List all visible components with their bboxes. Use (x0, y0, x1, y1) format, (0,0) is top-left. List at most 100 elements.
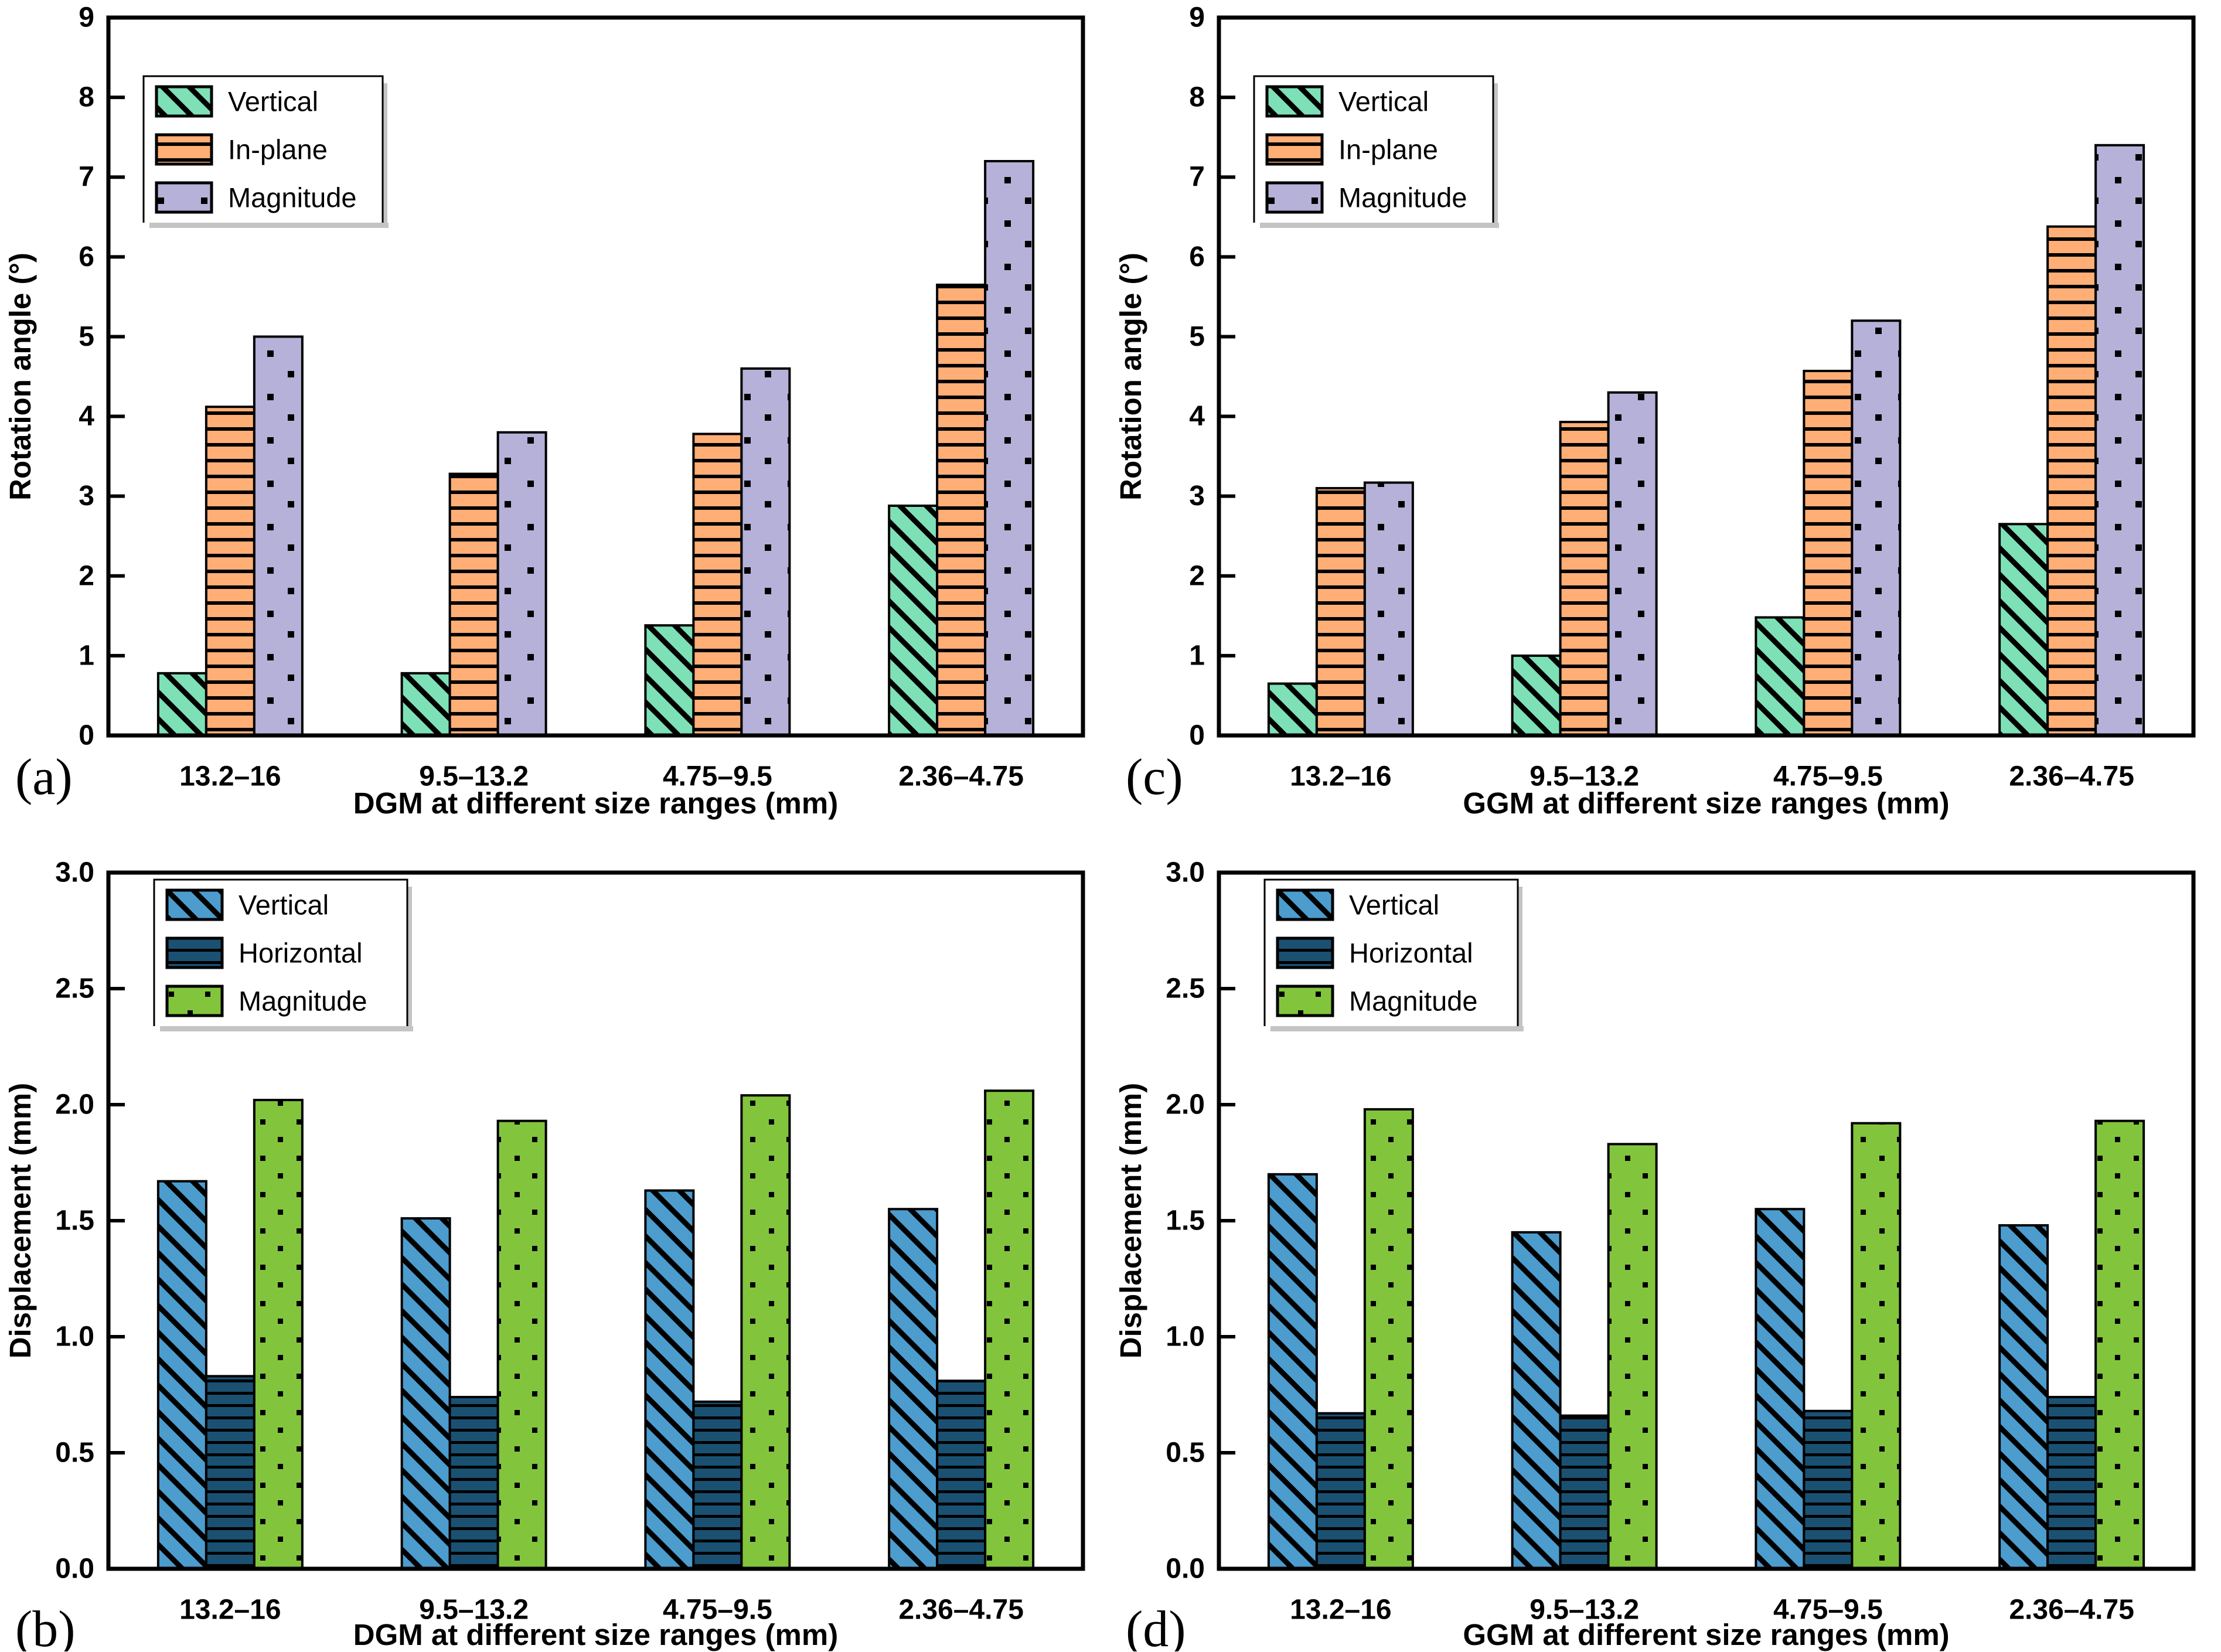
bar-magnitude-3 (984, 160, 1035, 737)
y-tick-label: 2 (79, 560, 94, 591)
x-tick-label: 2.36–4.75 (2009, 761, 2134, 792)
y-axis-title: Rotation angle (°) (4, 253, 37, 500)
bar-in-plane-1 (448, 472, 499, 737)
legend-swatch-magnitude (1276, 985, 1334, 1017)
bar-magnitude-0 (1363, 481, 1414, 737)
legend-swatch-magnitude (1265, 181, 1324, 214)
bar-vertical-0 (1267, 1173, 1318, 1570)
legend-shadow-bottom (1270, 1026, 1524, 1031)
legend-label-vertical: Vertical (1349, 890, 1439, 921)
y-tick-label: 1.0 (55, 1321, 94, 1353)
bar-magnitude-2 (740, 367, 791, 737)
bar-magnitude-0 (253, 1099, 304, 1570)
y-tick-label: 2.0 (1166, 1089, 1205, 1120)
panel-a: 0 1 2 3 4 5 6 7 8 9 13.2–16 9.5–13.2 4.75–9.5 2.36–4.… (0, 0, 1110, 826)
y-tick-label: 0.0 (1166, 1554, 1205, 1585)
y-tick-label: 0.0 (55, 1554, 94, 1585)
y-tick-label: 3.0 (55, 857, 94, 888)
chart-rotation-dgm: 0 1 2 3 4 5 6 7 8 9 13.2–16 9.5–13.2 4.75–9.5 2.36–4.… (0, 0, 1110, 826)
plot-border (106, 15, 1085, 738)
bar-magnitude-1 (1607, 391, 1658, 737)
y-tick-label: 1.0 (1166, 1321, 1205, 1353)
y-axis-title: Rotation angle (°) (1114, 253, 1147, 500)
x-tick-label: 9.5–13.2 (1530, 1595, 1639, 1626)
chart-rotation-ggm: 0 1 2 3 4 5 6 7 8 9 13.2–16 9.5–13.2 4.75–9.5 2.36–4.… (1110, 0, 2221, 826)
y-tick-label: 7 (79, 162, 94, 193)
legend-label-vertical: Vertical (228, 86, 318, 117)
bar-vertical-0 (156, 672, 207, 737)
bar-horizontal-1 (448, 1395, 499, 1571)
bar-vertical-3 (888, 505, 939, 737)
bar-in-plane-2 (692, 432, 743, 737)
y-tick-label: 2 (1189, 560, 1205, 591)
legend-swatch-horizontal (1276, 936, 1334, 969)
bar-magnitude-2 (740, 1094, 791, 1571)
y-tick-label: 0.5 (55, 1438, 94, 1469)
y-tick-label: 9 (1189, 2, 1205, 33)
bar-horizontal-3 (2046, 1395, 2097, 1571)
bar-vertical-1 (400, 672, 451, 737)
bar-magnitude-3 (2094, 144, 2145, 737)
y-tick-label: 4 (79, 401, 94, 432)
legend-label-magnitude: Magnitude (228, 182, 357, 213)
plot-border (106, 870, 1085, 1571)
bar-magnitude-0 (253, 335, 304, 737)
bar-horizontal-2 (1803, 1409, 1854, 1570)
x-axis-title: DGM at different size ranges (mm) (353, 786, 838, 820)
y-tick-label: 3.0 (1166, 857, 1205, 888)
panel-b: 0.0 0.5 1.0 1.5 2.0 2.5 3.0 13.2–16 9.5–13.2 4.75… (0, 826, 1110, 1651)
bar-vertical-1 (1511, 654, 1562, 737)
bar-magnitude-3 (2094, 1119, 2145, 1571)
y-tick-label: 8 (79, 82, 94, 113)
legend-label-horizontal: Horizontal (239, 938, 363, 969)
chart-displacement-dgm: 0.0 0.5 1.0 1.5 2.0 2.5 3.0 13.2–16 9.5–13.2 4.75… (0, 826, 1110, 1651)
y-tick-label: 2.5 (1166, 973, 1205, 1004)
bar-vertical-2 (1755, 1208, 1806, 1570)
bar-in-plane-0 (1315, 487, 1366, 737)
y-tick-label: 6 (79, 241, 94, 273)
y-tick-label: 5 (79, 321, 94, 352)
legend-label-horizontal: Horizontal (1349, 938, 1473, 969)
legend-label-magnitude: Magnitude (1338, 182, 1467, 213)
y-axis-title: Displacement (mm) (4, 1083, 37, 1358)
bar-magnitude-0 (1363, 1108, 1414, 1571)
panel-letter: (d) (1126, 1601, 1186, 1651)
x-tick-label: 9.5–13.2 (419, 761, 529, 792)
y-tick-label: 1 (1189, 640, 1205, 671)
y-tick-label: 3 (1189, 481, 1205, 512)
x-tick-label: 9.5–13.2 (1530, 761, 1639, 792)
bar-in-plane-0 (205, 406, 256, 737)
y-tick-label: 2.0 (55, 1089, 94, 1120)
legend-label-magnitude: Magnitude (1349, 986, 1478, 1017)
y-tick-label: 0 (1189, 720, 1205, 751)
bar-magnitude-1 (496, 431, 547, 737)
y-tick-label: 2.5 (55, 973, 94, 1004)
y-tick-label: 9 (79, 2, 94, 33)
bar-vertical-1 (1511, 1231, 1562, 1570)
y-tick-label: 1.5 (55, 1205, 94, 1237)
y-tick-label: 6 (1189, 241, 1205, 273)
panel-d: 0.0 0.5 1.0 1.5 2.0 2.5 3.0 13.2–16 9.5–13.2 4.75… (1110, 826, 2221, 1651)
bar-in-plane-3 (936, 283, 987, 737)
legend-shadow-right (1493, 83, 1498, 227)
plot-border (1217, 870, 2196, 1571)
legend-swatch-vertical (165, 888, 224, 921)
bar-vertical-2 (644, 624, 695, 737)
bar-horizontal-0 (205, 1375, 256, 1570)
legend-label-in-plane: In-plane (228, 134, 328, 165)
legend-swatch-in-plane (1265, 133, 1324, 166)
x-tick-label: 13.2–16 (179, 1595, 281, 1626)
x-tick-label: 2.36–4.75 (898, 1595, 1024, 1626)
legend-swatch-vertical (1276, 888, 1334, 921)
y-tick-label: 1.5 (1166, 1205, 1205, 1237)
legend-shadow-right (1518, 887, 1522, 1031)
y-tick-label: 3 (79, 481, 94, 512)
legend-swatch-vertical (1265, 85, 1324, 118)
x-axis-title: DGM at different size ranges (mm) (353, 1618, 838, 1651)
legend-shadow-bottom (1260, 223, 1499, 228)
legend-label-vertical: Vertical (239, 890, 329, 921)
chart-displacement-ggm: 0.0 0.5 1.0 1.5 2.0 2.5 3.0 13.2–16 9.5–13.2 4.75… (1110, 826, 2221, 1651)
y-tick-label: 4 (1189, 401, 1205, 432)
panel-letter: (c) (1126, 749, 1183, 806)
legend-swatch-horizontal (165, 936, 224, 969)
